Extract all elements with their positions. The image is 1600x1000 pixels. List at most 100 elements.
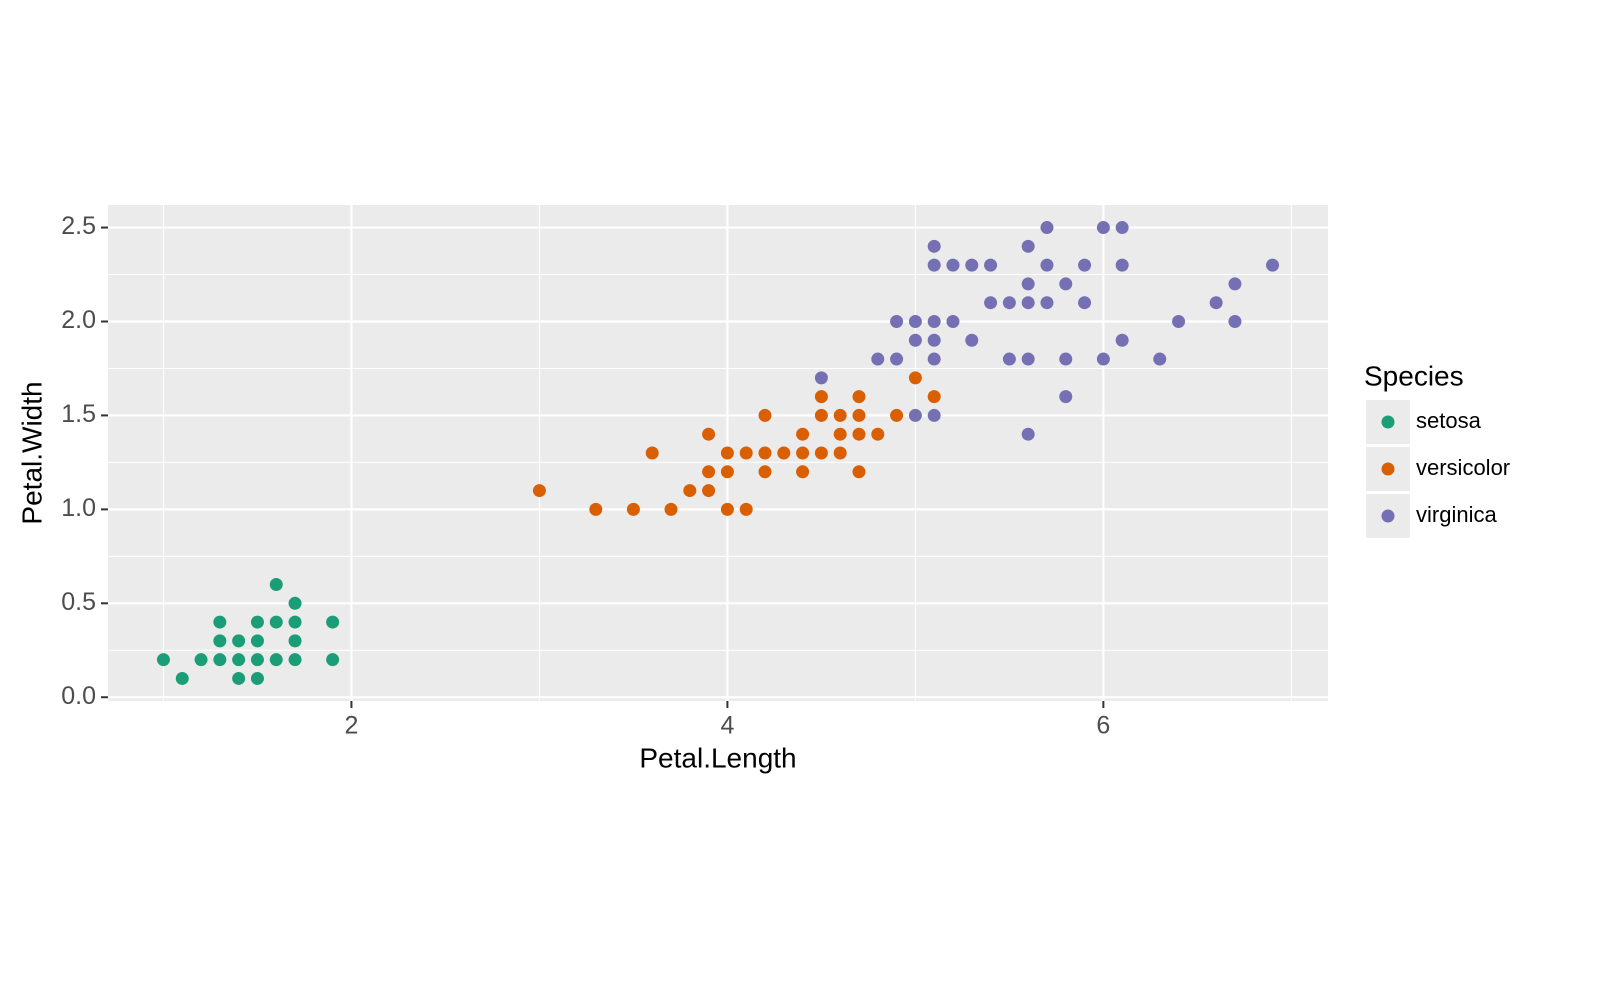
point — [232, 634, 246, 648]
point — [1002, 296, 1016, 310]
point — [532, 484, 546, 498]
x-axis-title: Petal.Length — [639, 742, 796, 773]
point — [946, 258, 960, 272]
point — [213, 653, 227, 667]
point — [720, 446, 734, 460]
legend-label: virginica — [1416, 502, 1497, 527]
point — [250, 653, 264, 667]
point — [720, 502, 734, 516]
point — [1078, 258, 1092, 272]
point — [927, 408, 941, 422]
point — [1096, 352, 1110, 366]
point — [1021, 239, 1035, 253]
point — [288, 596, 302, 610]
point — [965, 258, 979, 272]
y-tick-label: 0.0 — [61, 682, 96, 710]
point — [739, 446, 753, 460]
point — [1002, 352, 1016, 366]
point — [758, 408, 772, 422]
point — [683, 484, 697, 498]
point — [984, 258, 998, 272]
x-tick-label: 2 — [344, 712, 358, 740]
point — [871, 427, 885, 441]
point — [232, 653, 246, 667]
x-tick-label: 4 — [720, 712, 734, 740]
point — [664, 502, 678, 516]
point — [890, 352, 904, 366]
point — [814, 446, 828, 460]
point — [1172, 314, 1186, 328]
point — [890, 408, 904, 422]
point — [927, 333, 941, 347]
point — [1040, 258, 1054, 272]
point — [814, 408, 828, 422]
point — [1059, 390, 1073, 404]
point — [1059, 277, 1073, 291]
point — [1115, 221, 1129, 235]
point — [288, 634, 302, 648]
point — [927, 258, 941, 272]
y-axis-title: Petal.Width — [16, 381, 47, 524]
point — [833, 446, 847, 460]
point — [927, 314, 941, 328]
point — [777, 446, 791, 460]
point — [908, 371, 922, 385]
y-tick-label: 2.5 — [61, 212, 96, 240]
point — [833, 427, 847, 441]
point — [1040, 296, 1054, 310]
point — [927, 239, 941, 253]
point — [288, 615, 302, 629]
point — [250, 615, 264, 629]
point — [927, 352, 941, 366]
point — [758, 465, 772, 479]
point — [908, 408, 922, 422]
point — [1115, 333, 1129, 347]
point — [213, 615, 227, 629]
y-tick-label: 0.5 — [61, 588, 96, 616]
point — [796, 446, 810, 460]
point — [1021, 277, 1035, 291]
point — [758, 446, 772, 460]
point — [814, 371, 828, 385]
point — [1096, 221, 1110, 235]
x-tick-label: 6 — [1096, 712, 1110, 740]
point — [702, 427, 716, 441]
point — [1040, 221, 1054, 235]
point — [796, 427, 810, 441]
point — [1115, 258, 1129, 272]
point — [156, 653, 170, 667]
point — [626, 502, 640, 516]
panel — [108, 205, 1328, 701]
point — [890, 314, 904, 328]
point — [852, 408, 866, 422]
point — [908, 333, 922, 347]
point — [852, 390, 866, 404]
point — [645, 446, 659, 460]
point — [269, 615, 283, 629]
point — [833, 408, 847, 422]
point — [739, 502, 753, 516]
point — [927, 390, 941, 404]
point — [175, 671, 189, 685]
point — [1021, 352, 1035, 366]
y-tick-label: 1.5 — [61, 400, 96, 428]
point — [194, 653, 208, 667]
point — [326, 615, 340, 629]
point — [871, 352, 885, 366]
point — [1266, 258, 1280, 272]
point — [965, 333, 979, 347]
point — [326, 653, 340, 667]
point — [589, 502, 603, 516]
point — [1209, 296, 1223, 310]
point — [1059, 352, 1073, 366]
point — [288, 653, 302, 667]
point — [702, 484, 716, 498]
legend-marker — [1381, 509, 1395, 523]
point — [1021, 427, 1035, 441]
point — [796, 465, 810, 479]
point — [269, 578, 283, 592]
point — [814, 390, 828, 404]
legend-label: versicolor — [1416, 455, 1510, 480]
point — [1078, 296, 1092, 310]
